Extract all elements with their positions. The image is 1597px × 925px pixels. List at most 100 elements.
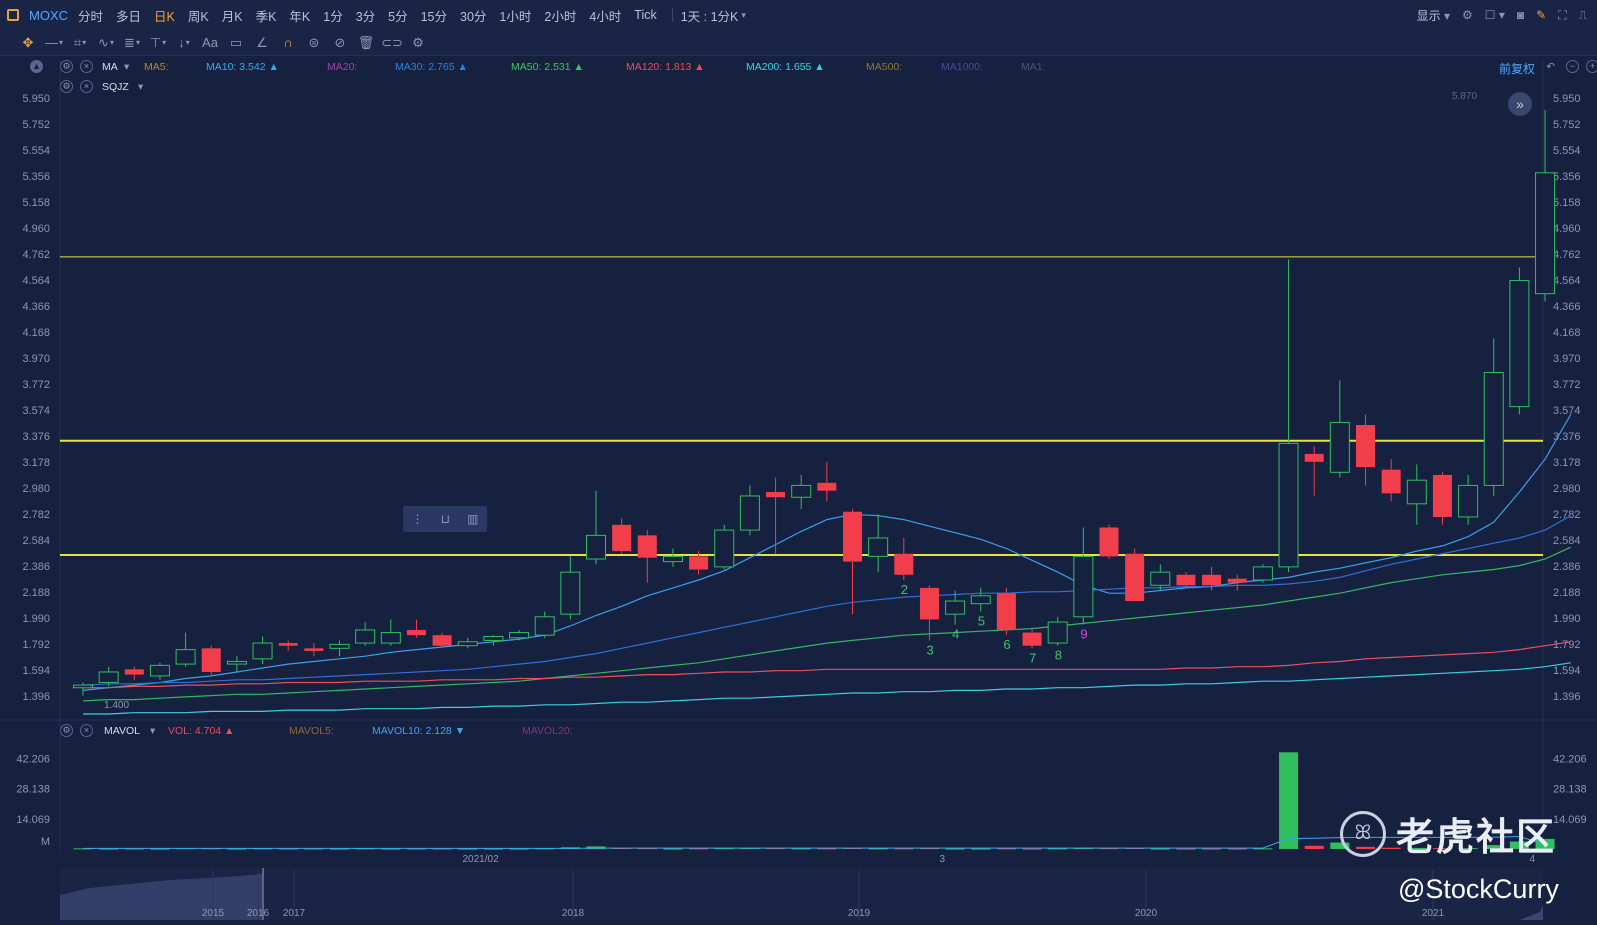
- period-tab[interactable]: 周K: [187, 9, 209, 24]
- candle-body-down: [201, 648, 221, 672]
- display-menu[interactable]: 显示 ▾: [1416, 8, 1450, 23]
- y-tick-label-right: 2.386: [1553, 561, 1581, 573]
- period-tab[interactable]: 2小时: [544, 9, 577, 24]
- period-tab[interactable]: 日K: [154, 9, 175, 24]
- y-tick-label-left: 2.188: [22, 587, 50, 599]
- period-tab[interactable]: 分时: [78, 9, 104, 24]
- collapse-icon[interactable]: ▲: [30, 60, 43, 73]
- period-tab[interactable]: 30分: [460, 9, 487, 24]
- rect-tool-icon[interactable]: ⌗ ▾: [73, 34, 87, 50]
- y-tick-label-left: 4.366: [22, 301, 50, 313]
- period-tab[interactable]: 季K: [255, 9, 277, 24]
- period-tab[interactable]: 1分: [323, 9, 343, 24]
- volume-bar: [406, 848, 426, 850]
- candle-body-up: [98, 671, 119, 683]
- interval-select[interactable]: 1天 : 1分K: [680, 9, 739, 24]
- period-tab[interactable]: 1小时: [499, 9, 532, 24]
- chevron-down-icon[interactable]: ▾: [124, 61, 130, 73]
- period-tab[interactable]: 3分: [355, 9, 376, 24]
- volume-bar: [1279, 752, 1299, 849]
- settings-icon[interactable]: ⚙: [1461, 8, 1473, 22]
- bucket-icon[interactable]: ⊔: [440, 512, 451, 526]
- ma-close-icon[interactable]: ×: [80, 60, 93, 73]
- ma-indicator-name[interactable]: MA: [102, 61, 118, 73]
- pencil-icon[interactable]: ✎: [1536, 8, 1547, 22]
- y-tick-label-left: 3.178: [22, 457, 50, 469]
- drag-handle-icon[interactable]: ⋮: [411, 512, 424, 526]
- candle-body-down: [1099, 527, 1119, 557]
- undo-icon[interactable]: ↶: [1546, 61, 1555, 73]
- arrow-tool-icon[interactable]: ↓ ▾: [178, 35, 190, 50]
- text-tool-icon[interactable]: Aa: [202, 35, 218, 50]
- ma-settings-icon[interactable]: ⚙: [60, 60, 73, 73]
- sqjz-indicator-name[interactable]: SQJZ: [102, 81, 129, 93]
- zoom-out-icon[interactable]: −: [1566, 60, 1579, 73]
- vol-tick-label-left: 28.138: [16, 784, 50, 796]
- right-tools: 显示 ▾ ⚙ ☐ ▾ ◙ ✎ ⛶ ⎍: [1417, 0, 1587, 30]
- line-tool-icon[interactable]: — ▾: [44, 35, 63, 50]
- draw-settings-icon[interactable]: ⚙: [412, 34, 424, 50]
- mavol-indicator-name[interactable]: MAVOL: [104, 725, 140, 737]
- trash-icon[interactable]: ▥: [467, 512, 479, 526]
- lock-icon[interactable]: ⊜: [308, 34, 320, 50]
- vol-tick-label-right: 14.069: [1553, 814, 1587, 826]
- ticker-symbol[interactable]: MOXC: [29, 7, 68, 23]
- volume-bar: [381, 848, 401, 850]
- chevron-down-icon[interactable]: ▾: [741, 9, 746, 20]
- chevron-down-icon[interactable]: ▾: [138, 81, 144, 93]
- sqjz-close-icon[interactable]: ×: [80, 80, 93, 93]
- tiger-logo-icon: ꕤ: [1340, 810, 1386, 857]
- candle-body-up: [1406, 479, 1427, 505]
- period-tab[interactable]: Tick: [634, 8, 657, 22]
- magnet-icon[interactable]: ∩: [283, 35, 293, 50]
- candle-body-up: [586, 534, 606, 560]
- volume-bar: [201, 848, 221, 850]
- mavol-settings-icon[interactable]: ⚙: [60, 724, 73, 737]
- split-icon[interactable]: ⎍: [1578, 7, 1587, 22]
- y-tick-label-left: 4.960: [22, 223, 50, 235]
- link-icon[interactable]: ⊂⊃: [381, 34, 403, 50]
- fullscreen-icon[interactable]: ⛶: [1558, 7, 1567, 22]
- candle-body-down: [1125, 553, 1145, 602]
- volume-bar: [1099, 848, 1119, 850]
- candle-body-up: [380, 632, 401, 644]
- mavol-close-icon[interactable]: ×: [80, 724, 93, 737]
- volume-bar: [253, 848, 273, 850]
- candle-body-up: [739, 495, 760, 531]
- chevron-down-icon[interactable]: ▾: [150, 725, 156, 737]
- delete-icon[interactable]: 🗑: [357, 34, 375, 50]
- wave-tool-icon[interactable]: ∿ ▾: [98, 34, 114, 50]
- period-tab[interactable]: 5分: [388, 9, 408, 24]
- hide-icon[interactable]: ⊘: [334, 34, 346, 50]
- volume-bar: [99, 848, 119, 850]
- candle-body-up: [1458, 484, 1479, 518]
- window-icon[interactable]: ☐ ▾: [1484, 8, 1505, 22]
- candle-body-up: [1535, 172, 1556, 295]
- ma-legend-value: 2.531 ▲: [544, 61, 584, 73]
- fuquan-button[interactable]: 前复权: [1498, 62, 1535, 76]
- candle-body-down: [304, 648, 324, 651]
- period-tab[interactable]: 4小时: [589, 9, 622, 24]
- period-tab[interactable]: 多日: [116, 9, 142, 24]
- y-tick-label-right: 2.584: [1553, 535, 1581, 547]
- crosshair-icon[interactable]: ✥: [22, 34, 34, 50]
- period-tab[interactable]: 年K: [289, 9, 311, 24]
- period-tab[interactable]: 15分: [420, 9, 448, 24]
- candle-body-up: [509, 632, 530, 639]
- camera-icon[interactable]: ◙: [1516, 8, 1525, 22]
- layout-icon[interactable]: [7, 9, 19, 21]
- y-tick-label-left: 5.158: [22, 197, 50, 209]
- sqjz-settings-icon[interactable]: ⚙: [60, 80, 73, 93]
- y-tick-label-left: 5.356: [22, 171, 50, 183]
- volume-bar: [124, 848, 144, 850]
- fib-tool-icon[interactable]: ≣ ▾: [124, 34, 140, 50]
- volume-bar: [535, 848, 555, 850]
- volume-bar: [689, 848, 709, 850]
- comment-tool-icon[interactable]: ▭: [229, 34, 243, 50]
- measure-tool-icon[interactable]: ⊤ ▾: [149, 34, 167, 50]
- eraser-icon[interactable]: ∠: [256, 34, 268, 50]
- zoom-in-icon[interactable]: +: [1586, 60, 1597, 73]
- overview-year-label: 2020: [1135, 908, 1158, 919]
- period-tab[interactable]: 月K: [221, 9, 243, 24]
